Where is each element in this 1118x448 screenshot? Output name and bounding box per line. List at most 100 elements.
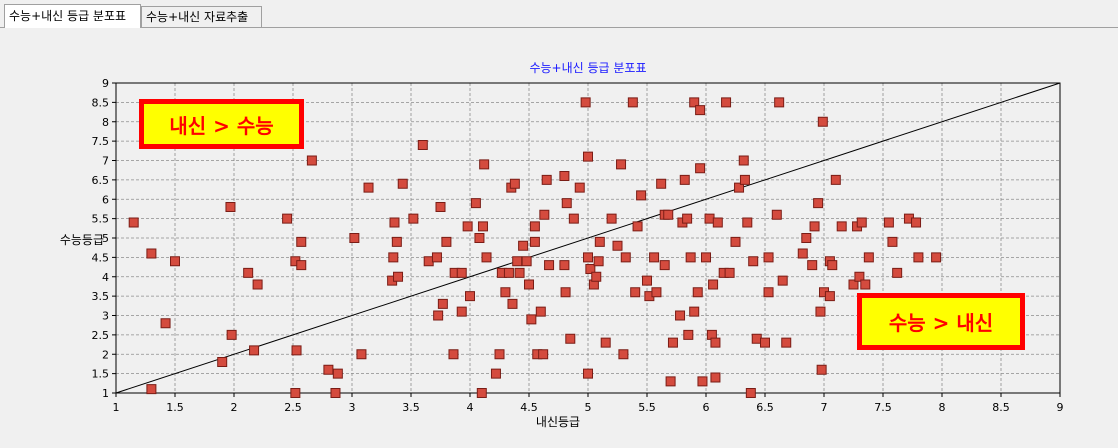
x-tick-label: 8.5 (992, 401, 1010, 414)
data-point (630, 287, 641, 298)
data-point (490, 368, 501, 379)
x-tick-label: 5.5 (638, 401, 656, 414)
data-point (323, 364, 334, 375)
data-point (636, 190, 647, 201)
y-tick-label: 5 (102, 232, 109, 245)
data-point (797, 248, 808, 259)
data-point (830, 174, 841, 185)
x-tick-label: 3 (349, 401, 356, 414)
data-point (695, 105, 706, 116)
y-tick-label: 4 (102, 271, 109, 284)
callout-naesin-greater: 내신 > 수능 (139, 99, 304, 149)
data-point (817, 116, 828, 127)
data-point (160, 318, 171, 329)
data-point (500, 287, 511, 298)
data-point (721, 97, 732, 108)
data-point (465, 291, 475, 302)
y-tick-label: 6 (102, 193, 109, 206)
y-tick-label: 5.5 (92, 213, 110, 226)
data-point (431, 252, 442, 263)
data-point (682, 213, 693, 224)
data-point (863, 252, 874, 263)
data-point (807, 260, 818, 271)
data-point (689, 306, 700, 317)
data-point (518, 240, 529, 251)
data-point (594, 236, 605, 247)
data-point (474, 233, 485, 243)
data-point (689, 97, 700, 108)
data-point (591, 271, 602, 282)
data-point (526, 314, 537, 325)
x-tick-label: 2.5 (284, 401, 302, 414)
data-point (781, 337, 792, 348)
data-point (627, 97, 638, 108)
data-point (675, 310, 686, 321)
data-point (290, 388, 301, 398)
data-point (128, 217, 139, 228)
data-point (583, 151, 593, 162)
data-point (824, 291, 835, 302)
x-tick-label: 4 (467, 401, 474, 414)
data-point (393, 271, 404, 282)
data-point (809, 221, 820, 232)
callout-suneung-greater: 수능 > 내신 (857, 293, 1025, 350)
data-point (249, 345, 260, 356)
data-point (568, 213, 579, 224)
data-point (742, 217, 753, 228)
data-point (476, 388, 487, 398)
data-point (397, 178, 408, 189)
x-tick-label: 4.5 (520, 401, 538, 414)
data-point (883, 217, 894, 228)
data-point (763, 287, 774, 298)
data-point (656, 178, 667, 189)
data-point (456, 306, 467, 317)
data-point (437, 298, 448, 309)
data-point (848, 279, 859, 290)
data-point (751, 333, 762, 344)
data-point (146, 384, 157, 395)
data-point (600, 337, 611, 348)
data-point (659, 260, 670, 271)
x-tick-label: 1.5 (166, 401, 184, 414)
data-point (170, 256, 180, 267)
data-point (296, 236, 307, 247)
y-tick-label: 1.5 (92, 368, 110, 381)
data-point (330, 388, 341, 398)
data-point (388, 252, 399, 263)
data-point (417, 140, 428, 150)
data-point (815, 306, 826, 317)
y-tick-label: 8 (102, 116, 109, 129)
data-point (583, 252, 593, 263)
data-point (408, 213, 419, 224)
data-point (306, 155, 317, 166)
data-point (856, 217, 867, 228)
data-point (356, 349, 367, 360)
data-point (477, 221, 488, 232)
data-point (892, 267, 903, 278)
data-point (565, 333, 576, 344)
x-tick-label: 3.5 (402, 401, 420, 414)
data-point (514, 267, 525, 278)
data-point (512, 256, 523, 267)
data-point (738, 155, 749, 166)
data-point (931, 252, 942, 263)
data-point (433, 310, 444, 321)
tab-content-panel: 1 1.5 2 2.5 3 3.5 4 4.5 5 5.5 6 6.5 7 7.5 8 8.5 9 1 1.5 2 2.… (0, 27, 1118, 447)
data-point (651, 287, 662, 298)
x-tick-label: 9 (1057, 401, 1064, 414)
tab-distribution-chart[interactable]: 수능+내신 등급 분포표 (4, 4, 141, 28)
data-point (585, 264, 596, 274)
tab-data-export[interactable]: 수능+내신 자료추출 (141, 6, 262, 28)
data-point (801, 233, 812, 243)
data-point (332, 368, 343, 379)
data-point (389, 217, 400, 228)
x-tick-label: 6 (703, 401, 710, 414)
data-point (494, 349, 505, 360)
data-point (529, 221, 540, 232)
data-point (618, 349, 629, 360)
tab-bar: 수능+내신 등급 분포표 수능+내신 자료추출 (0, 0, 1118, 28)
data-point (692, 287, 703, 298)
data-point (734, 182, 745, 193)
y-tick-label: 2.5 (92, 329, 110, 342)
data-point (704, 213, 715, 224)
